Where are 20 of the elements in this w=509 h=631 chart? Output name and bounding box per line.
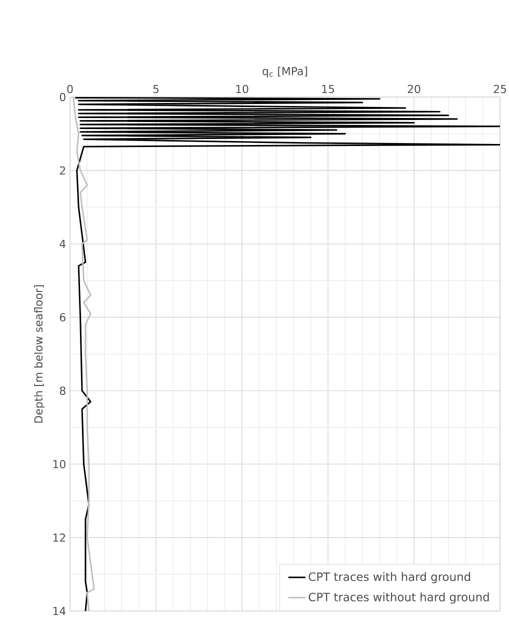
y-tick-label: 12 <box>53 534 66 542</box>
legend-label: CPT traces without hard ground <box>308 592 489 604</box>
x-tick-label: 20 <box>408 84 420 94</box>
x-tick-label: 15 <box>322 85 334 94</box>
x-axis-title: q$_{c}$ [MPa] <box>262 66 308 78</box>
y-axis-title: Depth [m below seafloor] <box>34 285 45 423</box>
y-tick-label: 10 <box>53 460 66 468</box>
y-tick-label: 6 <box>60 313 66 322</box>
line-series <box>72 97 95 612</box>
legend-label: CPT traces with hard ground <box>308 572 470 584</box>
x-tick-label: 10 <box>236 84 248 94</box>
y-tick-label: 0 <box>60 92 66 102</box>
y-tick-label: 2 <box>60 166 66 174</box>
line-series <box>74 97 500 612</box>
y-tick-label: 8 <box>60 386 66 395</box>
x-tick-label: 0 <box>67 84 73 94</box>
x-tick-label: 25 <box>494 84 506 94</box>
x-tick-label: 5 <box>153 85 159 94</box>
y-tick-label: 14 <box>53 607 66 615</box>
y-tick-label: 4 <box>60 240 66 248</box>
